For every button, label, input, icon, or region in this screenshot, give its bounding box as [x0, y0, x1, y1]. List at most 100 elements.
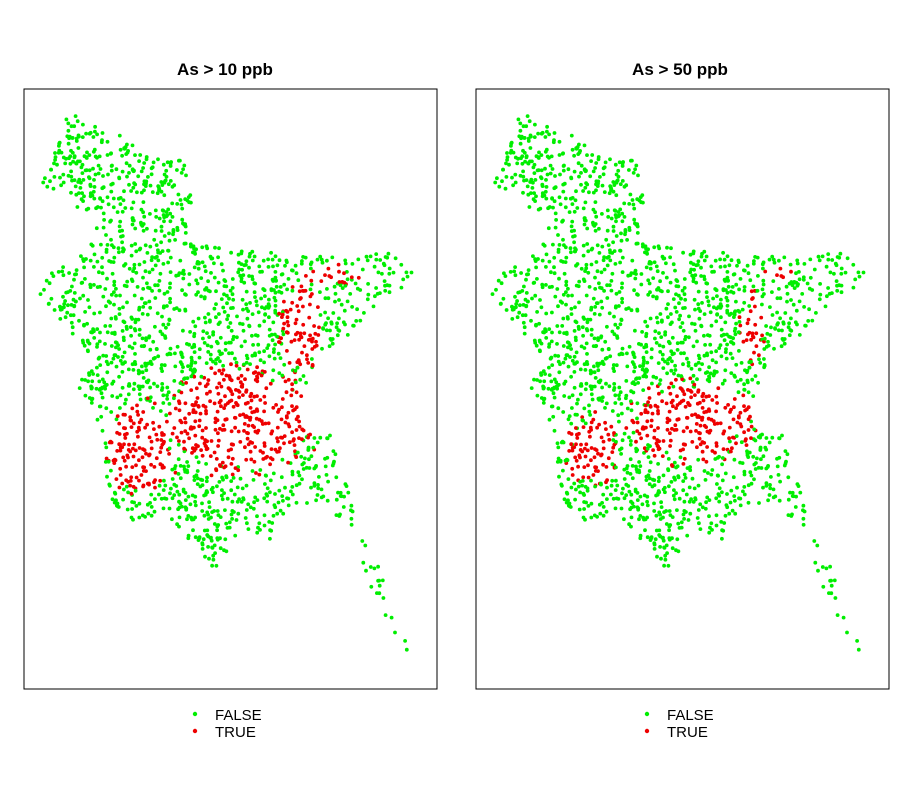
point-false — [244, 289, 249, 294]
point-false — [768, 333, 773, 337]
point-false — [236, 252, 241, 257]
point-false — [369, 584, 374, 589]
point-false — [588, 413, 592, 417]
point-false — [200, 501, 204, 506]
point-false — [599, 270, 604, 275]
point-false — [296, 278, 301, 283]
point-true — [240, 382, 245, 387]
point-false — [256, 342, 261, 347]
point-false — [50, 271, 54, 276]
point-false — [143, 269, 148, 274]
point-false — [572, 370, 577, 374]
point-true — [284, 390, 289, 395]
point-true — [675, 403, 680, 407]
point-false — [839, 271, 844, 276]
point-true — [142, 465, 147, 470]
point-false — [644, 350, 649, 354]
point-false — [217, 349, 222, 354]
point-true — [678, 448, 683, 453]
point-false — [606, 215, 611, 219]
point-true — [135, 409, 140, 414]
point-false — [714, 513, 719, 518]
point-false — [201, 336, 205, 341]
point-false — [191, 244, 196, 249]
point-true — [218, 463, 222, 467]
point-false — [159, 363, 164, 367]
point-false — [562, 381, 567, 386]
point-true — [307, 315, 312, 320]
point-false — [511, 150, 516, 155]
point-true — [282, 441, 286, 446]
point-false — [523, 159, 527, 164]
point-false — [688, 252, 693, 257]
point-false — [553, 174, 557, 178]
point-false — [614, 363, 619, 368]
point-false — [705, 295, 709, 299]
point-false — [775, 322, 780, 327]
point-false — [657, 528, 662, 533]
point-false — [223, 279, 228, 283]
point-false — [98, 310, 102, 315]
point-false — [630, 464, 635, 468]
point-false — [723, 350, 728, 354]
point-true — [246, 431, 250, 436]
point-false — [100, 377, 105, 382]
point-true — [157, 424, 162, 429]
point-true — [342, 271, 346, 276]
point-false — [175, 168, 179, 172]
point-false — [214, 302, 218, 306]
point-false — [135, 190, 139, 195]
point-false — [801, 275, 806, 280]
point-false — [381, 261, 386, 266]
point-false — [316, 483, 320, 487]
point-false — [307, 457, 311, 462]
point-false — [259, 296, 263, 301]
point-false — [823, 304, 828, 309]
point-false — [681, 306, 685, 310]
point-false — [569, 485, 574, 490]
point-false — [713, 457, 718, 461]
point-false — [601, 172, 606, 177]
panel-as-50: As > 50 ppb FALSE TRUE — [475, 60, 890, 741]
point-true — [229, 462, 234, 466]
point-true — [270, 429, 275, 434]
point-false — [179, 351, 184, 356]
point-false — [716, 473, 720, 478]
point-false — [634, 241, 639, 246]
point-false — [600, 395, 605, 400]
point-false — [713, 258, 718, 263]
point-false — [761, 266, 765, 271]
point-false — [265, 346, 270, 350]
point-true — [744, 437, 748, 441]
point-false — [566, 417, 571, 422]
point-false — [589, 392, 594, 397]
point-false — [371, 304, 376, 309]
point-false — [241, 273, 246, 277]
point-false — [569, 421, 574, 426]
point-false — [556, 250, 561, 254]
point-false — [141, 376, 146, 380]
point-false — [607, 191, 612, 196]
point-true — [695, 415, 700, 419]
point-false — [206, 534, 211, 539]
point-false — [619, 506, 624, 511]
point-true — [303, 288, 308, 293]
point-false — [95, 132, 99, 137]
point-false — [658, 534, 663, 539]
point-false — [148, 395, 153, 400]
point-false — [539, 175, 543, 180]
point-false — [52, 161, 56, 166]
point-false — [83, 277, 87, 281]
point-false — [686, 360, 691, 365]
point-false — [315, 440, 320, 445]
point-false — [722, 277, 727, 282]
point-false — [789, 316, 793, 321]
point-false — [109, 164, 114, 168]
point-false — [383, 283, 387, 288]
point-false — [127, 266, 132, 271]
point-false — [753, 374, 758, 378]
point-false — [168, 285, 172, 290]
point-true — [205, 439, 210, 444]
point-true — [252, 425, 256, 429]
point-false — [212, 275, 217, 280]
